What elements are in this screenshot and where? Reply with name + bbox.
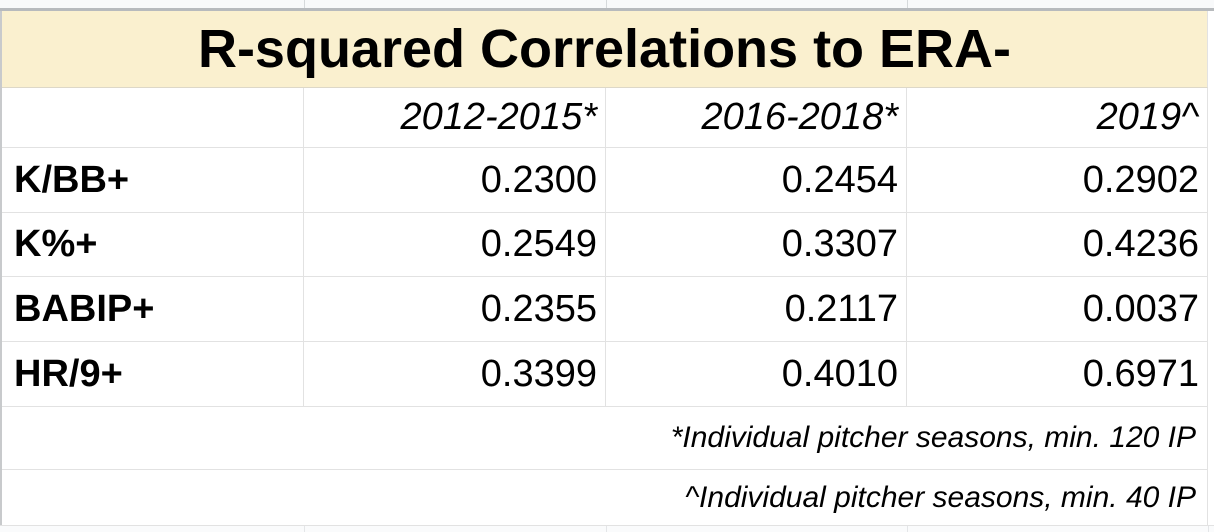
cell-value: 0.2454 xyxy=(781,158,898,201)
table: R-squared Correlations to ERA- 2012-2015… xyxy=(0,11,1210,525)
value-cell[interactable]: 0.3307 xyxy=(606,213,907,277)
footnote-text: ^Individual pitcher seasons, min. 40 IP xyxy=(684,480,1196,514)
column-gridline xyxy=(606,0,607,8)
row-label: K/BB+ xyxy=(14,158,130,201)
footnote-cell-120ip[interactable]: *Individual pitcher seasons, min. 120 IP xyxy=(2,407,1208,470)
cell-value: 0.3399 xyxy=(480,352,597,395)
row-label: K%+ xyxy=(14,223,98,265)
row-label-cell-kpct[interactable]: K%+ xyxy=(2,213,304,277)
value-cell[interactable]: 0.6971 xyxy=(907,342,1208,407)
column-gridline xyxy=(304,0,305,8)
row-label-cell-hr9[interactable]: HR/9+ xyxy=(2,342,304,407)
frozen-row-strip xyxy=(0,0,1214,11)
cell-value: 0.0037 xyxy=(1082,287,1199,330)
row-label: BABIP+ xyxy=(14,287,155,330)
header-label: 2016-2018* xyxy=(701,96,898,138)
column-gridline xyxy=(1208,526,1209,532)
value-cell[interactable]: 0.2454 xyxy=(606,148,907,213)
next-row-strip xyxy=(0,525,1214,532)
header-cell-blank[interactable] xyxy=(2,88,304,148)
column-gridline xyxy=(907,526,908,532)
row-label-cell-kbb[interactable]: K/BB+ xyxy=(2,148,304,213)
header-label: 2012-2015* xyxy=(400,96,597,138)
table-title-cell[interactable]: R-squared Correlations to ERA- xyxy=(2,11,1208,88)
column-gridline xyxy=(304,526,305,532)
value-cell[interactable]: 0.2117 xyxy=(606,277,907,342)
value-cell[interactable]: 0.2300 xyxy=(304,148,606,213)
value-cell[interactable]: 0.4010 xyxy=(606,342,907,407)
cell-value: 0.6971 xyxy=(1082,352,1199,395)
value-cell[interactable]: 0.2902 xyxy=(907,148,1208,213)
cell-value: 0.2355 xyxy=(480,287,597,330)
value-cell[interactable]: 0.2355 xyxy=(304,277,606,342)
footnote-text: *Individual pitcher seasons, min. 120 IP xyxy=(670,421,1196,454)
header-cell-2019[interactable]: 2019^ xyxy=(907,88,1208,148)
cell-value: 0.2549 xyxy=(480,223,597,265)
cell-value: 0.4236 xyxy=(1082,223,1199,265)
value-cell[interactable]: 0.0037 xyxy=(907,277,1208,342)
value-cell[interactable]: 0.4236 xyxy=(907,213,1208,277)
column-gridline xyxy=(606,526,607,532)
header-cell-2012-2015[interactable]: 2012-2015* xyxy=(304,88,606,148)
cell-value: 0.4010 xyxy=(781,352,898,395)
cell-value: 0.2117 xyxy=(784,287,898,330)
cell-value: 0.2902 xyxy=(1082,158,1199,201)
cell-value: 0.3307 xyxy=(781,223,898,265)
value-cell[interactable]: 0.2549 xyxy=(304,213,606,277)
value-cell[interactable]: 0.3399 xyxy=(304,342,606,407)
row-label: HR/9+ xyxy=(14,352,123,395)
cell-value: 0.2300 xyxy=(480,158,597,201)
row-label-cell-babip[interactable]: BABIP+ xyxy=(2,277,304,342)
table-title: R-squared Correlations to ERA- xyxy=(197,19,1012,79)
column-gridline xyxy=(907,0,908,8)
footnote-cell-40ip[interactable]: ^Individual pitcher seasons, min. 40 IP xyxy=(2,470,1208,525)
header-label: 2019^ xyxy=(1096,96,1199,138)
header-cell-2016-2018[interactable]: 2016-2018* xyxy=(606,88,907,148)
